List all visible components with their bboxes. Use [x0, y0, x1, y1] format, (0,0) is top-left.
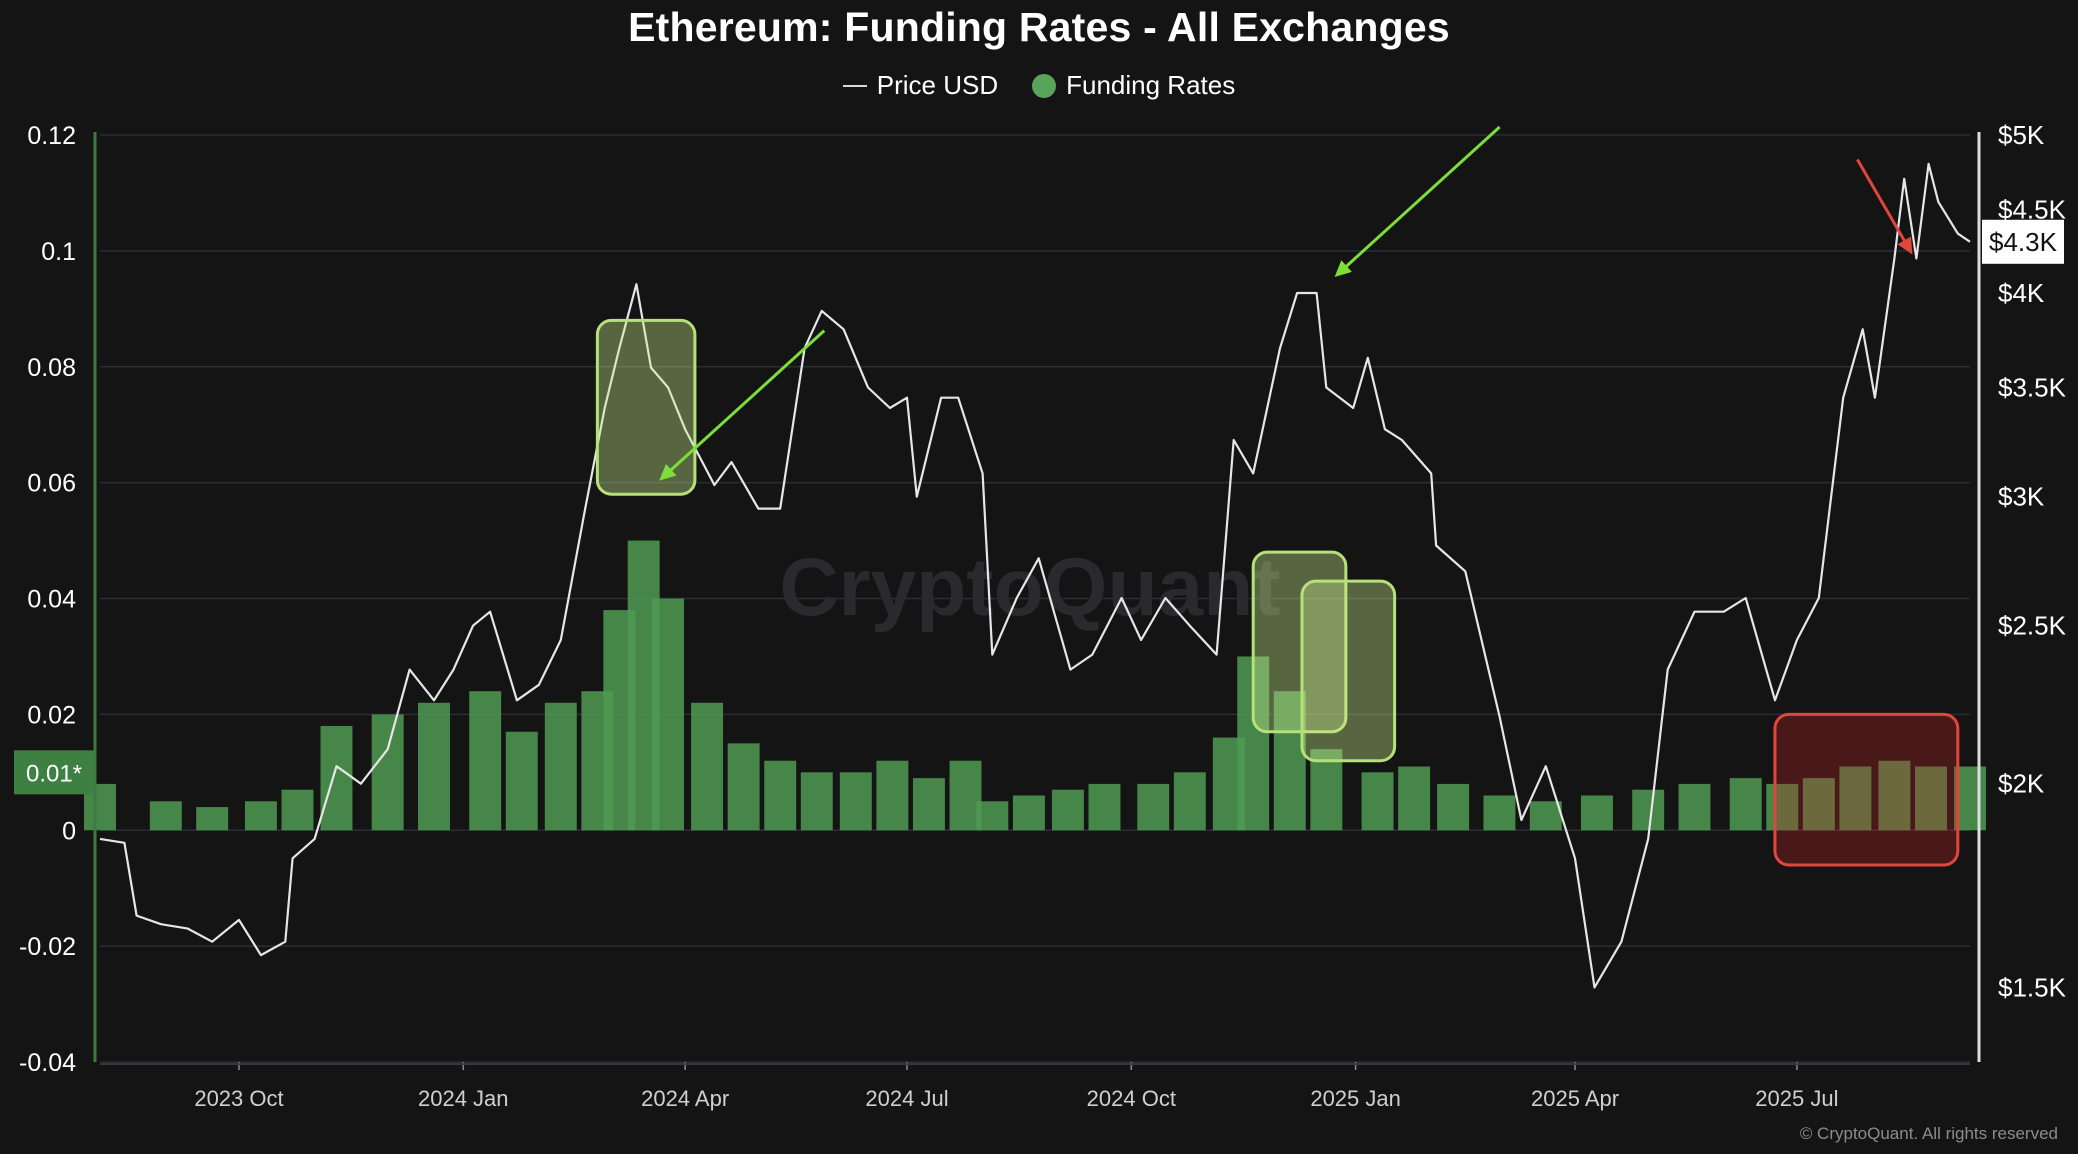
price-line-group	[99, 162, 1971, 989]
left-tick-label: 0.04	[27, 586, 76, 614]
funding-bar	[652, 598, 685, 831]
right-tick-label: $2.5K	[1998, 611, 2067, 641]
price-line	[99, 162, 1971, 989]
arrowhead-red	[1897, 236, 1913, 255]
x-tick-label: 2023 Oct	[194, 1086, 283, 1111]
funding-bar	[949, 760, 982, 831]
funding-bar	[320, 725, 353, 831]
funding-bar	[1678, 783, 1711, 831]
funding-dot-swatch	[1032, 73, 1057, 98]
current-price-label: $4.3K	[1989, 227, 2058, 257]
funding-bar	[912, 778, 945, 831]
funding-bar	[1051, 789, 1084, 831]
funding-bar	[1954, 766, 1986, 831]
funding-bar	[691, 702, 724, 831]
highlight-box-green	[595, 318, 697, 496]
funding-bar	[876, 760, 909, 831]
funding-bar	[505, 731, 538, 831]
funding-bar	[1915, 766, 1947, 831]
funding-bar	[1310, 749, 1343, 831]
funding-bar	[281, 789, 314, 831]
funding-bar	[1273, 691, 1306, 831]
left-tick-label: 0.02	[27, 701, 76, 729]
arrowhead-green	[659, 463, 677, 481]
arrow-red	[1856, 158, 1910, 249]
funding-bar	[418, 702, 450, 831]
right-tick-label: $5K	[1998, 120, 2045, 150]
current-price-badge	[1982, 219, 2064, 264]
funding-bar	[149, 801, 182, 831]
funding-bar	[839, 772, 872, 831]
funding-bar	[1137, 783, 1170, 831]
left-tick-label: 0.1	[41, 238, 76, 266]
funding-bar	[1483, 795, 1516, 831]
price-line-swatch	[842, 84, 867, 87]
x-tick-label: 2024 Jul	[865, 1086, 948, 1111]
funding-bars	[84, 540, 1986, 831]
right-tick-label: $4K	[1998, 278, 2045, 308]
funding-bar	[1802, 778, 1835, 831]
funding-bar	[1878, 760, 1911, 831]
funding-bar	[1729, 778, 1762, 831]
funding-bar	[1012, 795, 1045, 831]
current-funding-label: 0.01*	[26, 760, 82, 787]
highlight-box-green	[1300, 579, 1397, 763]
left-tick-label: 0.12	[27, 122, 76, 150]
right-tick-label: $4.5K	[1998, 195, 2067, 225]
funding-bar	[196, 807, 229, 831]
left-tick-label: -0.02	[19, 933, 76, 961]
funding-bar	[1839, 766, 1872, 831]
funding-bar	[976, 801, 1009, 831]
x-tick-label: 2024 Apr	[641, 1086, 729, 1111]
funding-bar	[1437, 783, 1470, 831]
x-tick-label: 2024 Oct	[1087, 1086, 1176, 1111]
funding-bar	[1398, 766, 1431, 831]
funding-bar	[1529, 801, 1562, 831]
funding-bar	[469, 691, 502, 831]
left-tick-label: -0.04	[19, 1049, 76, 1077]
funding-bar	[727, 743, 760, 831]
funding-bar	[764, 760, 797, 831]
funding-bar	[371, 714, 404, 831]
x-tick-label: 2024 Jan	[418, 1086, 509, 1111]
left-tick-label: 0.08	[27, 354, 76, 382]
right-tick-label: $1.5K	[1998, 972, 2067, 1002]
left-tick-label: 0.06	[27, 470, 76, 498]
grid-layer	[100, 134, 1970, 1063]
legend-price-label: Price USD	[876, 70, 999, 100]
x-tick-label: 2025 Apr	[1531, 1086, 1619, 1111]
funding-bar	[1581, 795, 1613, 831]
arrowhead-green	[1334, 260, 1352, 277]
legend-item-price[interactable]: Price USD	[842, 70, 999, 101]
funding-bar	[544, 702, 577, 831]
highlight-box-green	[1251, 550, 1348, 734]
right-tick-label: $3K	[1998, 482, 2045, 512]
funding-bar	[1766, 783, 1799, 831]
left-tick-label: 0	[62, 817, 76, 845]
axes: 0.12 0.1 0.08 0.06 0.04 0.02 0 -0.02 -0.04 $5K $4.…	[14, 120, 2067, 1111]
right-tick-label: $3.5K	[1998, 373, 2067, 403]
x-tick-label: 2025 Jul	[1755, 1086, 1838, 1111]
arrow-green	[664, 329, 826, 477]
funding-bar	[1173, 772, 1206, 831]
legend-item-funding[interactable]: Funding Rates	[1032, 70, 1235, 101]
funding-bar	[244, 801, 277, 831]
watermark: CryptoQuant	[779, 542, 1280, 633]
annotations	[595, 125, 1960, 867]
funding-bar	[1632, 789, 1665, 831]
chart-title: Ethereum: Funding Rates - All Exchanges	[628, 4, 1450, 50]
highlight-box-red	[1773, 712, 1960, 867]
credit: © CryptoQuant. All rights reserved	[1799, 1124, 2058, 1143]
funding-bar	[800, 772, 833, 831]
legend: Price USD Funding Rates	[0, 70, 2078, 101]
current-funding-badge	[14, 750, 94, 795]
arrow-green	[1339, 125, 1501, 273]
funding-bar	[1361, 772, 1394, 831]
right-tick-label: $2K	[1998, 769, 2045, 799]
legend-funding-label: Funding Rates	[1066, 70, 1236, 100]
funding-bar	[1088, 783, 1121, 831]
x-tick-label: 2025 Jan	[1310, 1086, 1401, 1111]
